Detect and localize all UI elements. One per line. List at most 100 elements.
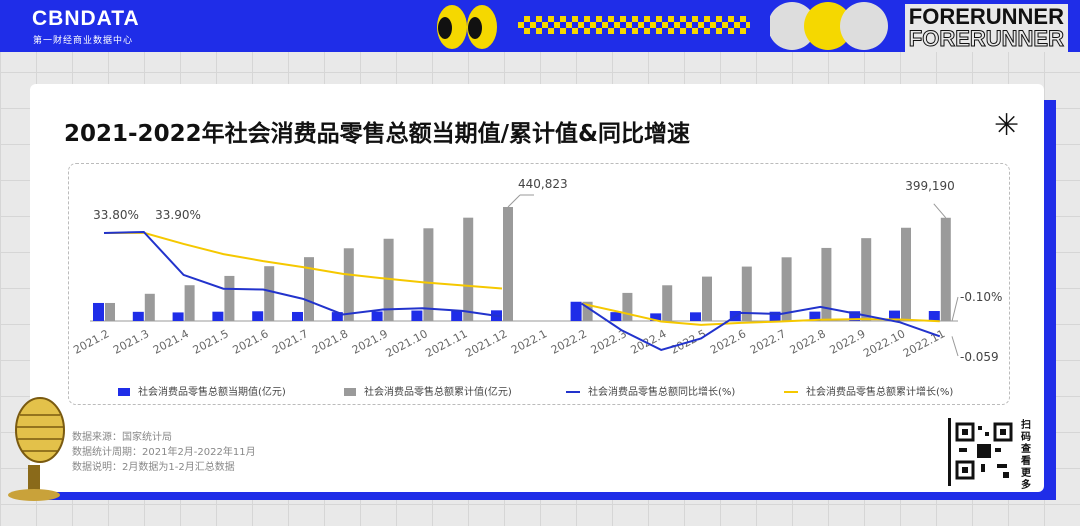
notes-block: 数据来源：国家统计局 数据统计周期：2021年2月-2022年11月 数据说明：…	[72, 430, 256, 475]
bar-current	[292, 311, 303, 321]
qr-code-icon	[955, 422, 1013, 480]
circles-graphic	[770, 2, 888, 50]
legend-swatch	[784, 391, 798, 393]
x-tick-label: 2021.12	[463, 327, 509, 360]
bar-cumulative	[861, 238, 872, 321]
legend-item-current: 社会消费品零售总额当期值(亿元)	[118, 383, 286, 398]
x-tick-label: 2021.3	[111, 327, 151, 357]
bar-current	[371, 311, 383, 321]
x-tick-label: 2022.4	[629, 327, 669, 357]
bar-cumulative	[781, 257, 792, 321]
x-tick-label: 2021.5	[191, 327, 231, 357]
bar-cumulative	[901, 227, 911, 321]
leader-line	[951, 336, 959, 357]
bar-current	[212, 311, 224, 321]
bar-current	[650, 313, 662, 321]
line-yoy-growth	[103, 230, 503, 318]
x-tick-label: 2022.9	[828, 327, 868, 357]
legend-item-cumulative: 社会消费品零售总额累计值(亿元)	[344, 383, 512, 398]
x-tick-label: 2021.11	[423, 327, 469, 360]
bar-current	[769, 311, 781, 321]
x-tick-label: 2022.6	[708, 327, 748, 357]
chart-card	[30, 84, 1044, 492]
x-tick-label: 2021.6	[231, 327, 271, 357]
logo: CBNDATA	[32, 7, 140, 30]
bar-cumulative	[224, 275, 235, 321]
bar-cumulative	[423, 228, 434, 321]
microphone-icon	[8, 397, 65, 501]
line-cumulative-growth	[103, 231, 503, 290]
data-label-first-yoy: 33.80%	[93, 208, 139, 222]
brand-forerunner: FORERUNNER FORERUNNER	[904, 4, 1068, 52]
data-label-second-yoy: 33.90%	[155, 208, 201, 222]
legend-label: 社会消费品零售总额当期值(亿元)	[138, 387, 286, 398]
logo-subtitle: 第一财经商业数据中心	[33, 36, 134, 46]
bar-current	[331, 312, 343, 321]
note-source: 数据来源：国家统计局	[72, 432, 172, 443]
bar-cumulative	[184, 285, 195, 321]
bar-cumulative	[463, 217, 474, 321]
line-yoy-growth	[581, 302, 941, 351]
bar-current	[610, 312, 622, 321]
bar-cumulative	[503, 207, 513, 321]
bar-cumulative	[702, 276, 712, 321]
leader-line	[507, 194, 521, 208]
bar-current	[809, 311, 821, 321]
legend-swatch	[566, 391, 580, 393]
x-tick-label: 2022.11	[901, 327, 947, 360]
bar-current	[252, 311, 264, 321]
bar-cumulative	[105, 302, 115, 321]
bar-current	[889, 310, 900, 321]
bar-cumulative	[144, 293, 155, 321]
eyes-graphic	[437, 5, 497, 49]
bar-cumulative	[343, 248, 354, 321]
bar-current	[928, 311, 940, 321]
bar-current	[172, 312, 184, 321]
note-period: 数据统计周期：2021年2月-2022年11月	[72, 447, 256, 458]
bar-cumulative	[264, 266, 275, 321]
bar-cumulative	[304, 257, 314, 321]
bar-cumulative	[662, 285, 673, 321]
legend-item-cum-growth: 社会消费品零售总额累计增长(%)	[784, 383, 953, 398]
bar-cumulative	[741, 266, 752, 321]
qr-caption: 扫码查看更多	[1021, 420, 1031, 491]
legend-item-yoy: 社会消费品零售总额同比增长(%)	[566, 383, 735, 398]
leader-line	[933, 203, 947, 219]
bar-current	[690, 312, 701, 321]
x-tick-label: 2022.2	[549, 327, 589, 357]
data-label-peak-2021: 440,823	[518, 177, 568, 191]
x-tick-label: 2021.2	[71, 327, 111, 357]
checker-pattern	[518, 16, 750, 34]
bar-current	[451, 310, 463, 321]
data-label-peak-2022: 399,190	[905, 179, 955, 193]
asterisk-icon: ✳	[994, 108, 1020, 143]
bar-cumulative	[940, 217, 951, 321]
leader-line	[951, 296, 959, 322]
bar-cumulative	[582, 301, 593, 321]
legend-swatch	[344, 388, 356, 396]
x-tick-label: 2021.10	[384, 327, 430, 360]
top-banner: CBNDATA 第一财经商业数据中心 FORERUNNER FORERUNNER	[0, 0, 1080, 52]
brand-line-2: FORERUNNER	[908, 26, 1064, 51]
qr-code[interactable]	[948, 418, 1021, 486]
data-label-right-upper: -0.10%	[960, 290, 1002, 304]
legend-label: 社会消费品零售总额累计增长(%)	[806, 387, 954, 398]
chart-title: 2021-2022年社会消费品零售总额当期值/累计值&同比增速	[64, 121, 691, 147]
x-tick-label: 2021.4	[151, 327, 191, 357]
legend-swatch	[118, 388, 130, 396]
chart-frame	[68, 163, 1010, 405]
x-tick-label: 2021.7	[270, 327, 310, 357]
x-tick-label: 2021.9	[350, 327, 390, 357]
bar-cumulative	[821, 247, 832, 321]
bar-cumulative	[622, 292, 633, 321]
data-label-right-lower: -0.059	[960, 350, 999, 364]
note-remark: 数据说明：2月数据为1-2月汇总数据	[72, 462, 235, 473]
bar-current	[849, 311, 861, 321]
x-tick-label: 2022.10	[861, 327, 907, 360]
bar-current	[411, 310, 423, 321]
legend-label: 社会消费品零售总额同比增长(%)	[588, 387, 736, 398]
bar-current	[132, 311, 144, 321]
bar-current	[570, 301, 582, 321]
x-tick-label: 2022.8	[788, 327, 828, 357]
